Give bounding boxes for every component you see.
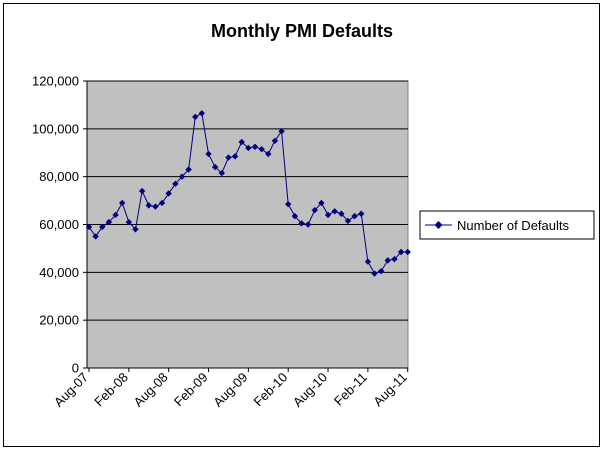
chart-title: Monthly PMI Defaults xyxy=(211,21,393,41)
data-point xyxy=(119,199,126,207)
data-point xyxy=(158,199,166,207)
gridlines xyxy=(87,80,408,321)
series-defaults xyxy=(85,110,411,277)
data-point xyxy=(311,206,318,214)
data-point xyxy=(298,220,305,227)
data-point xyxy=(152,203,159,210)
data-point xyxy=(285,200,292,208)
x-tick-label: Aug-10 xyxy=(290,370,330,410)
data-point xyxy=(324,211,332,219)
data-point xyxy=(364,258,372,265)
data-point xyxy=(238,138,245,146)
y-tick-label: 0 xyxy=(72,361,79,376)
data-point xyxy=(404,248,411,256)
x-tick-label: Aug-07 xyxy=(51,370,91,410)
data-point xyxy=(178,173,186,180)
data-point xyxy=(265,150,272,158)
data-point xyxy=(185,166,192,173)
data-point xyxy=(172,180,179,188)
data-point xyxy=(338,210,345,217)
data-point xyxy=(278,128,285,135)
data-point xyxy=(258,145,265,153)
data-point xyxy=(377,267,385,275)
x-tick-label: Aug-08 xyxy=(131,370,171,410)
data-point xyxy=(218,169,225,177)
data-point xyxy=(105,218,113,226)
data-point xyxy=(331,208,338,215)
data-point xyxy=(211,163,219,171)
x-tick-label: Aug-11 xyxy=(370,370,410,410)
data-point xyxy=(165,190,172,197)
data-point xyxy=(318,199,325,207)
data-point xyxy=(145,202,152,209)
x-axis: Aug-07 Feb-08 Aug-08 Feb-09 Aug-09 Feb-10 Aug-… xyxy=(51,367,410,410)
data-point xyxy=(291,212,299,220)
data-point xyxy=(198,110,206,117)
data-point xyxy=(304,221,312,228)
data-point xyxy=(371,270,378,277)
data-point xyxy=(397,248,405,256)
data-point xyxy=(231,153,239,160)
x-tick-label: Feb-08 xyxy=(91,370,131,410)
y-tick-label: 20,000 xyxy=(39,313,79,328)
x-tick-label: Feb-10 xyxy=(251,370,291,410)
data-point xyxy=(245,144,252,152)
data-point xyxy=(251,143,259,150)
data-point xyxy=(138,187,146,195)
y-tick-label: 120,000 xyxy=(32,74,79,89)
data-point xyxy=(344,217,352,225)
x-tick-label: Feb-09 xyxy=(171,370,211,410)
x-tick-label: Aug-09 xyxy=(210,370,250,410)
legend-label: Number of Defaults xyxy=(457,218,569,233)
data-point xyxy=(85,223,93,231)
y-tick-label: 40,000 xyxy=(39,265,79,280)
data-point xyxy=(205,150,212,158)
y-tick-label: 100,000 xyxy=(32,121,79,136)
data-point xyxy=(99,223,106,231)
data-point xyxy=(391,255,398,263)
data-point xyxy=(271,137,279,144)
data-point xyxy=(358,210,365,217)
legend: Number of Defaults xyxy=(419,210,595,240)
data-point xyxy=(92,233,99,240)
data-point xyxy=(132,226,139,233)
data-point xyxy=(351,212,358,220)
data-point xyxy=(192,113,199,121)
y-axis: 0 20,000 40,000 60,000 80,000 100,000 120,000 xyxy=(32,74,88,376)
legend-marker xyxy=(434,221,443,229)
data-point xyxy=(112,211,119,219)
data-point xyxy=(125,218,133,226)
data-point xyxy=(384,257,391,264)
y-tick-label: 80,000 xyxy=(39,169,79,184)
x-tick-label: Feb-11 xyxy=(331,370,370,409)
data-point xyxy=(225,154,232,161)
y-tick-label: 60,000 xyxy=(39,217,79,232)
